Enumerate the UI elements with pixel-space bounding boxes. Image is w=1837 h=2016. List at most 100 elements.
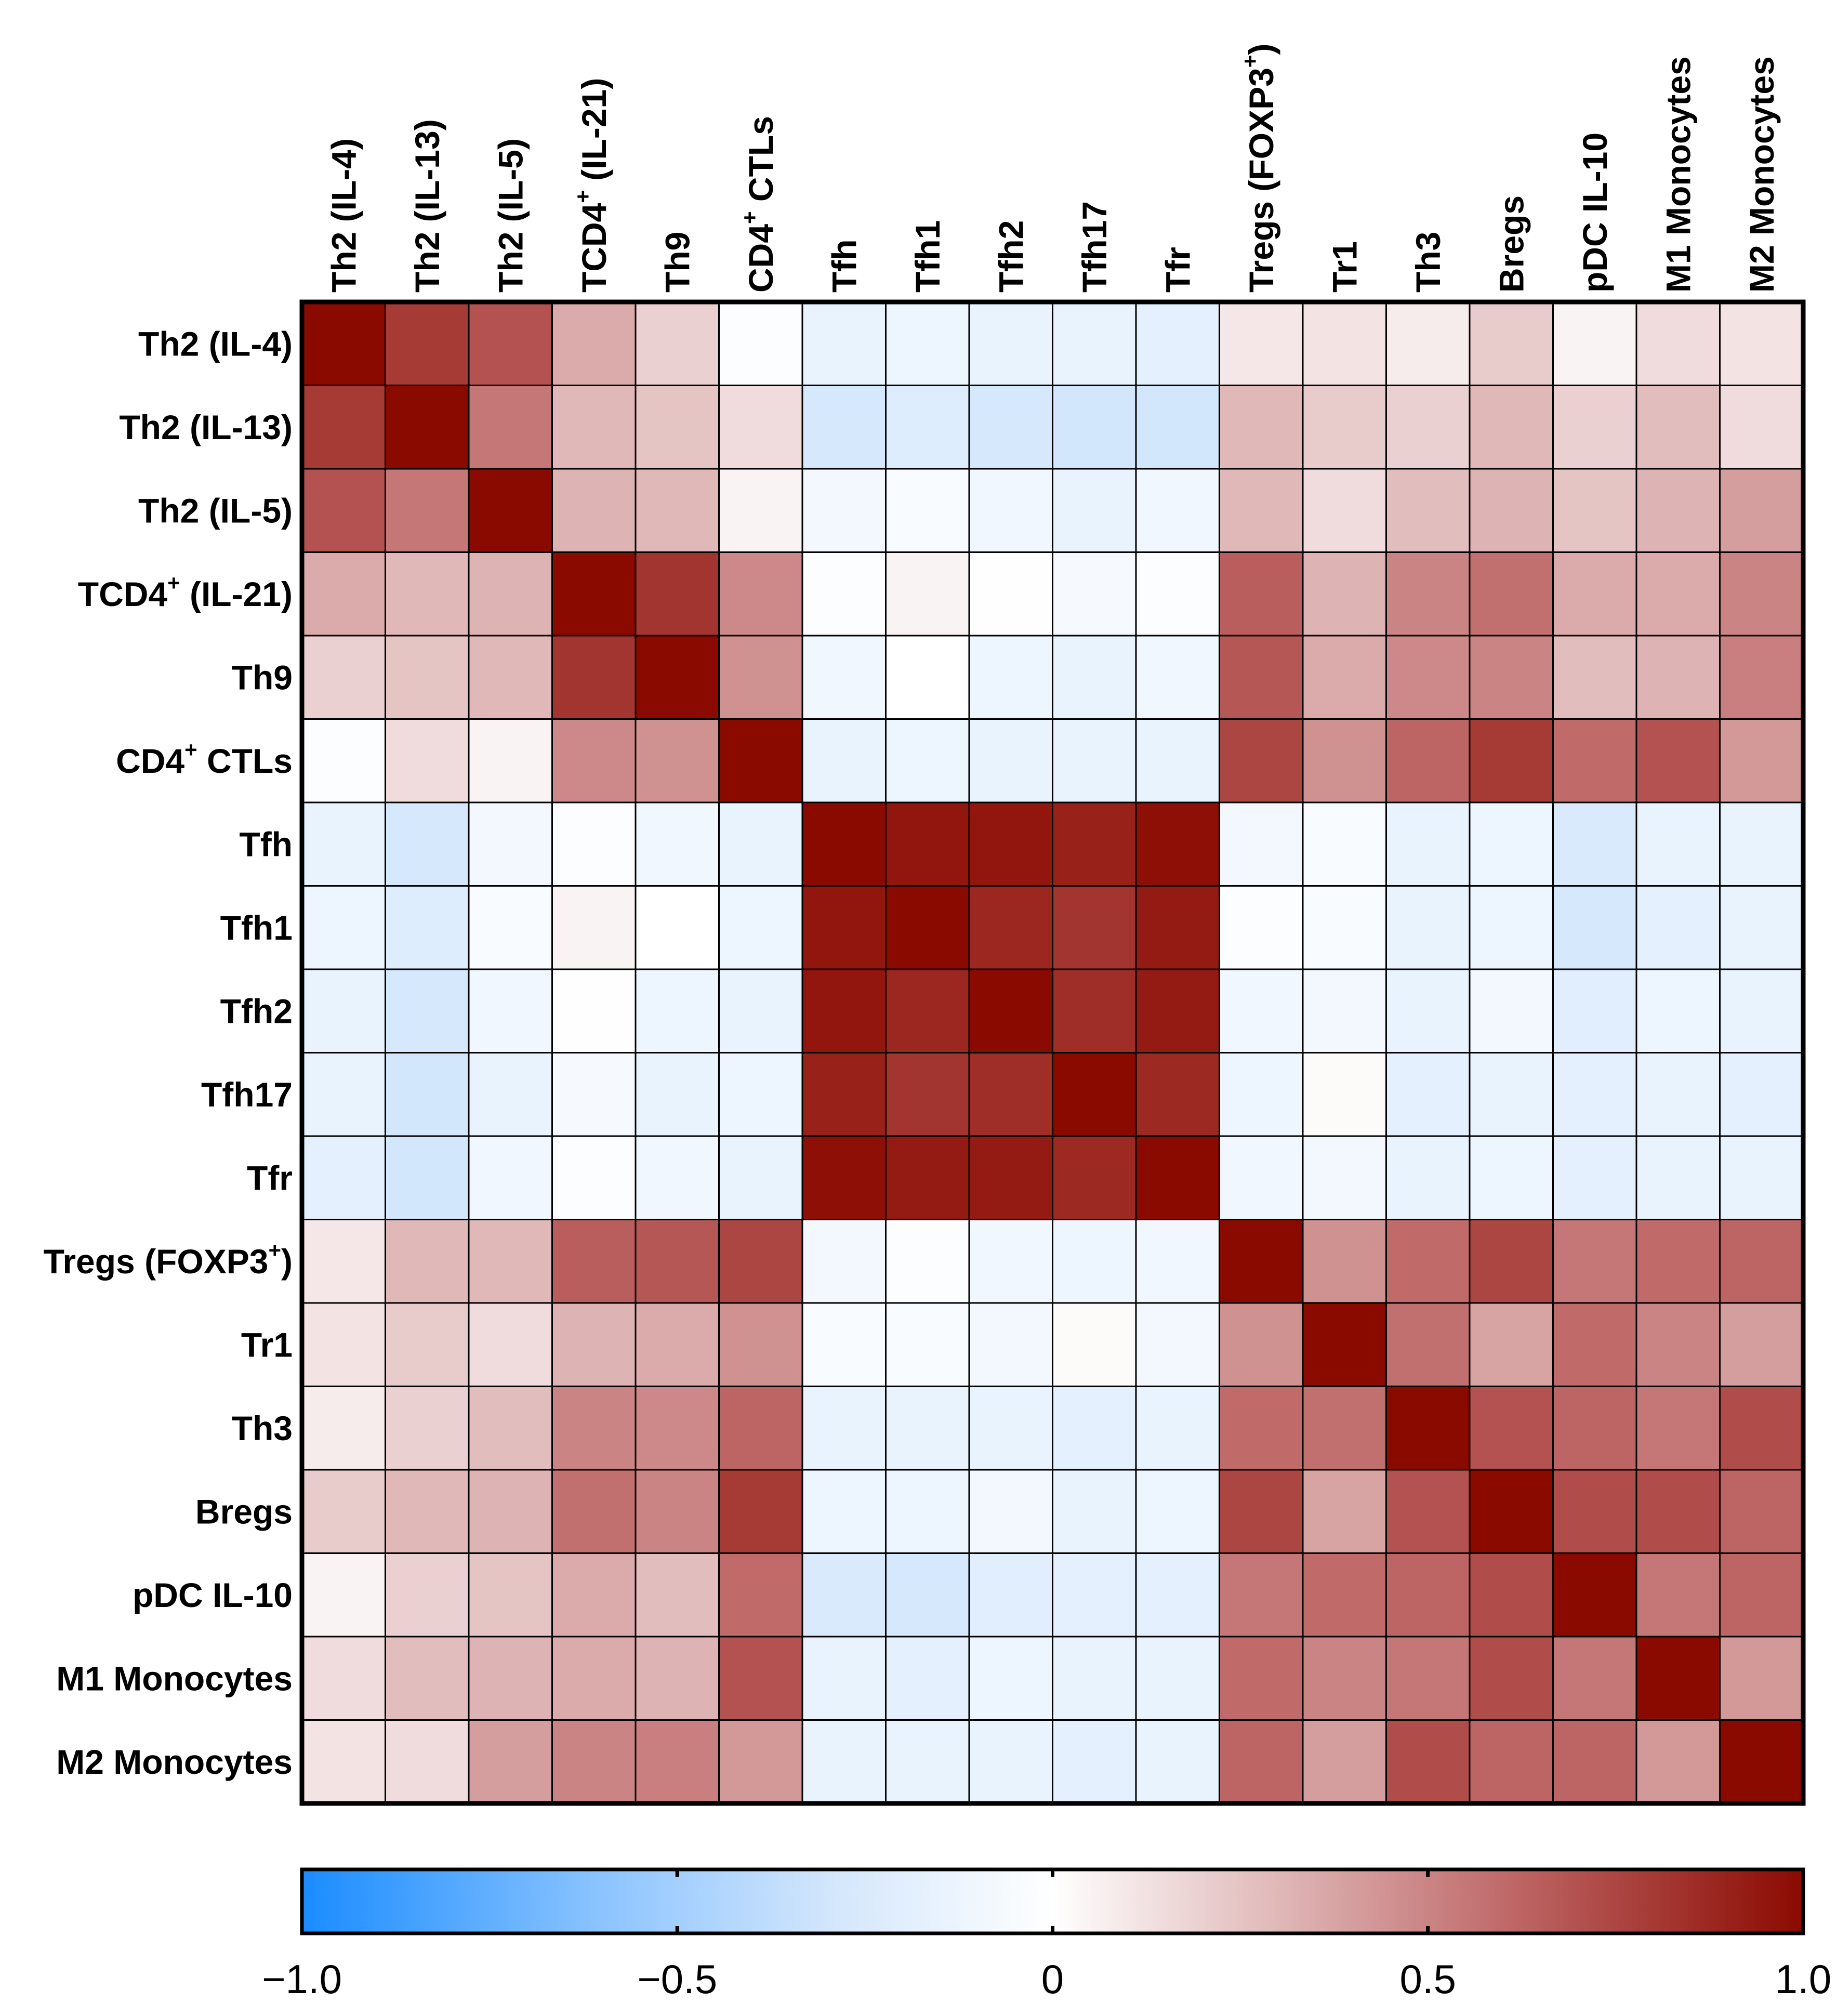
- heatmap-cell: [801, 1552, 887, 1638]
- heatmap-cell: [1719, 468, 1804, 553]
- row-label: Th2 (IL-13): [119, 408, 293, 446]
- heatmap-cell: [1219, 885, 1304, 970]
- heatmap-cell: [1219, 1469, 1304, 1554]
- heatmap-cell: [801, 385, 887, 470]
- heatmap-cell: [1719, 968, 1804, 1053]
- heatmap-cell: [968, 1386, 1053, 1471]
- heatmap-cell: [1135, 1135, 1220, 1220]
- heatmap-cell: [968, 635, 1053, 720]
- heatmap-cell: [1719, 718, 1804, 803]
- row-label: Bregs: [195, 1492, 293, 1531]
- column-label: Tfh2: [992, 220, 1030, 293]
- heatmap-cell: [468, 801, 553, 887]
- heatmap-cell: [1635, 1552, 1721, 1638]
- heatmap-cell: [1719, 1552, 1804, 1638]
- heatmap-cell: [801, 1052, 887, 1137]
- heatmap-cell: [1552, 385, 1637, 470]
- heatmap-cell: [1385, 1219, 1471, 1304]
- heatmap-cell: [801, 1135, 887, 1220]
- heatmap-cell: [1135, 1719, 1220, 1804]
- heatmap-cell: [385, 1219, 470, 1304]
- heatmap-cell: [718, 968, 803, 1053]
- heatmap-cell: [801, 801, 887, 887]
- heatmap-cell: [385, 551, 470, 637]
- heatmap-cell: [468, 968, 553, 1053]
- heatmap-cell: [551, 885, 637, 970]
- heatmap-cell: [1552, 1719, 1637, 1804]
- column-label: M2 Monocytes: [1742, 56, 1781, 293]
- heatmap-cell: [1219, 635, 1304, 720]
- heatmap-cell: [1719, 1302, 1804, 1387]
- heatmap-cell: [1385, 1552, 1471, 1638]
- heatmap-cell: [1385, 468, 1471, 553]
- heatmap-cell: [1385, 801, 1471, 887]
- heatmap-cell: [968, 801, 1053, 887]
- heatmap-cell: [801, 301, 887, 386]
- heatmap-cell: [1552, 1052, 1637, 1137]
- heatmap-cell: [885, 301, 970, 386]
- heatmap-cell: [1302, 301, 1387, 386]
- heatmap-cell: [1385, 551, 1471, 637]
- heatmap-cell: [635, 885, 720, 970]
- heatmap-cell: [301, 1135, 386, 1220]
- row-label: TCD4+ (IL-21): [78, 570, 293, 613]
- column-label: Tfh: [825, 239, 863, 293]
- row-label: Th2 (IL-4): [138, 324, 293, 363]
- heatmap-cell: [1052, 1636, 1137, 1721]
- heatmap-cell: [1385, 1052, 1471, 1137]
- heatmap-cell: [1469, 1386, 1554, 1471]
- heatmap-cell: [885, 1052, 970, 1137]
- heatmap-cell: [1552, 885, 1637, 970]
- heatmap-cell: [1469, 1719, 1554, 1804]
- heatmap-cell: [885, 1386, 970, 1471]
- heatmap-cell: [635, 1636, 720, 1721]
- heatmap-cell: [385, 468, 470, 553]
- heatmap-cell: [301, 1052, 386, 1137]
- heatmap-cell: [718, 1469, 803, 1554]
- heatmap-cell: [1469, 1636, 1554, 1721]
- heatmap-cell: [1052, 1469, 1137, 1554]
- heatmap-cell: [1469, 968, 1554, 1053]
- heatmap-cell: [1385, 1386, 1471, 1471]
- heatmap-cell: [1135, 1052, 1220, 1137]
- heatmap-cell: [968, 968, 1053, 1053]
- heatmap-cell: [801, 468, 887, 553]
- heatmap-cell: [801, 885, 887, 970]
- heatmap-cell: [718, 801, 803, 887]
- row-label: Tregs (FOXP3+): [44, 1237, 293, 1281]
- heatmap-cell: [1052, 1552, 1137, 1638]
- heatmap-cell: [1469, 1135, 1554, 1220]
- row-label: Th2 (IL-5): [138, 491, 293, 530]
- heatmap-cell: [301, 1469, 386, 1554]
- heatmap-cell: [1219, 385, 1304, 470]
- heatmap-cell: [301, 718, 386, 803]
- heatmap-cell: [718, 551, 803, 637]
- column-label: TCD4+ (IL-21): [570, 78, 613, 293]
- colorbar: −1.0 −0.5 0 0.5 1.0: [262, 1867, 1831, 2002]
- column-label: Th2 (IL-13): [408, 119, 446, 293]
- heatmap-cell: [468, 1219, 553, 1304]
- heatmap-cell: [1385, 1719, 1471, 1804]
- column-labels: Th2 (IL-4) Th2 (IL-13) Th2 (IL-5) TCD4+ (IL…: [324, 44, 1781, 293]
- heatmap-cell: [1469, 885, 1554, 970]
- heatmap-cell: [885, 1302, 970, 1387]
- column-label: Th2 (IL-5): [491, 138, 530, 293]
- heatmap-cell: [1052, 1219, 1137, 1304]
- heatmap-cell: [1719, 1219, 1804, 1304]
- heatmap-cell: [968, 1719, 1053, 1804]
- heatmap-cell: [885, 1469, 970, 1554]
- heatmap-cell: [968, 1469, 1053, 1554]
- column-label: CD4+ CTLs: [737, 116, 780, 293]
- heatmap-cell: [1635, 385, 1721, 470]
- heatmap-cell: [885, 635, 970, 720]
- row-label: Th3: [232, 1409, 293, 1447]
- heatmap-cell: [468, 1135, 553, 1220]
- heatmap-cell: [968, 1636, 1053, 1721]
- heatmap-cell: [1135, 1636, 1220, 1721]
- column-label: Bregs: [1492, 195, 1530, 293]
- heatmap-cell: [1469, 551, 1554, 637]
- heatmap-cell: [885, 1135, 970, 1220]
- heatmap-cell: [885, 551, 970, 637]
- heatmap-cell: [635, 301, 720, 386]
- heatmap-cell: [1635, 1469, 1721, 1554]
